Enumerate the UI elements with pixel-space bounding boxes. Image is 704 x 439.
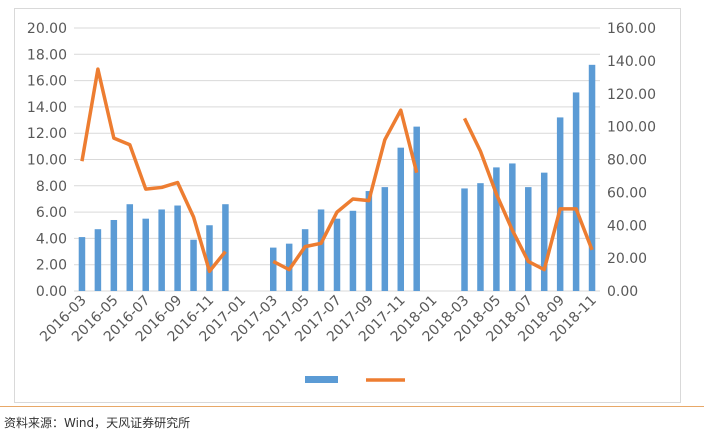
bar — [142, 218, 149, 291]
line-series — [80, 67, 227, 274]
bar — [158, 209, 165, 291]
bar — [461, 188, 468, 291]
left-axis-tick-label: 18.00 — [27, 47, 67, 63]
footer-divider — [0, 406, 704, 407]
right-axis-tick-label: 0.00 — [607, 284, 638, 300]
bar — [333, 218, 341, 291]
bar — [477, 183, 484, 291]
bar — [413, 126, 420, 291]
right-axis-tick-label: 100.00 — [607, 120, 656, 136]
bar — [269, 247, 277, 291]
left-axis-tick-label: 2.00 — [36, 258, 67, 274]
left-axis-tick-label: 14.00 — [27, 100, 67, 116]
bar — [222, 204, 229, 291]
right-axis-tick-label: 160.00 — [607, 21, 656, 37]
bar — [78, 237, 86, 291]
bar — [365, 191, 373, 291]
legend-bar-swatch — [305, 376, 338, 383]
bar — [206, 225, 213, 291]
bar — [126, 204, 134, 291]
bar — [572, 92, 580, 291]
line-series — [272, 108, 419, 272]
bar — [556, 117, 564, 291]
bar — [493, 167, 500, 291]
right-axis-tick-label: 60.00 — [607, 185, 647, 201]
left-axis-tick-label: 20.00 — [27, 21, 67, 37]
left-axis-tick-label: 16.00 — [27, 74, 67, 90]
bar — [540, 172, 548, 291]
bar — [381, 187, 389, 291]
right-axis-tick-label: 20.00 — [607, 251, 647, 267]
line-series — [462, 117, 594, 272]
right-axis-tick-label: 140.00 — [607, 54, 656, 70]
left-axis-tick-label: 6.00 — [36, 205, 67, 221]
right-axis-tick-label: 80.00 — [607, 153, 647, 169]
bar — [190, 239, 197, 291]
left-axis-tick-label: 8.00 — [36, 179, 67, 195]
bar — [525, 187, 532, 291]
bar — [301, 229, 309, 291]
right-axis-tick-label: 40.00 — [607, 218, 647, 234]
source-note: 资料来源：Wind，天风证券研究所 — [4, 416, 191, 430]
chart-svg: 0.00 2.00 4.00 6.00 8.00 10.00 12.00 14.00 16.00… — [27, 21, 656, 383]
bar — [110, 219, 118, 291]
bar — [174, 205, 181, 291]
bar — [588, 64, 596, 291]
bar — [94, 229, 102, 291]
bar — [317, 209, 325, 291]
chart-container: 0.00 2.00 4.00 6.00 8.00 10.00 12.00 14.00 16.00… — [14, 8, 681, 403]
left-axis-tick-label: 12.00 — [27, 126, 67, 142]
left-axis-tick-label: 0.00 — [36, 284, 67, 300]
bar — [349, 210, 357, 291]
left-axis-tick-label: 4.00 — [36, 231, 67, 247]
right-axis-tick-label: 120.00 — [607, 87, 656, 103]
bar — [397, 147, 405, 291]
left-axis-tick-label: 10.00 — [27, 153, 67, 169]
